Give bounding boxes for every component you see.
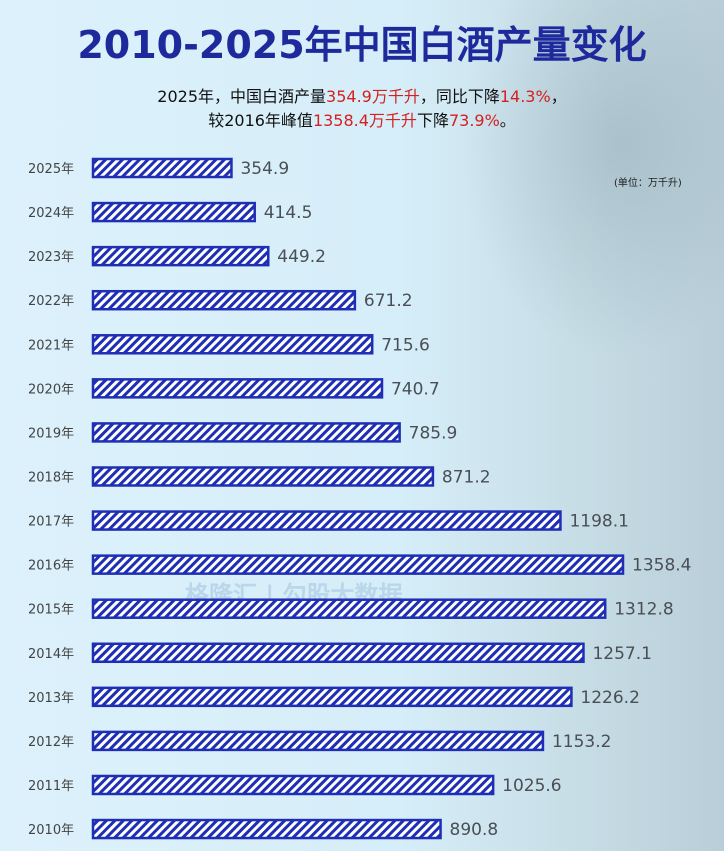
subtitle-text: ，同比下降 [419,87,500,106]
subtitle-text: ， [550,87,567,106]
unit-label: (单位：万千升) [614,178,682,189]
data-label: 354.9 [240,159,289,179]
bar [91,642,585,664]
data-label: 1358.4 [632,556,691,576]
category-label: 2024年 [28,206,74,221]
data-label: 1257.1 [592,644,651,664]
bar [91,686,573,708]
category-label: 2021年 [28,338,74,353]
data-label: 890.8 [450,820,499,840]
category-label: 2014年 [28,647,74,662]
category-label: 2017年 [28,515,74,530]
data-label: 785.9 [409,423,458,443]
data-label: 871.2 [442,467,491,487]
category-label: 2019年 [28,426,74,441]
subtitle-text: 较2016年峰值 [208,111,313,130]
category-label: 2016年 [28,559,74,574]
bar [91,201,256,223]
data-label: 449.2 [277,247,326,267]
bar [91,774,495,796]
bar [91,378,384,399]
category-label: 2013年 [28,691,74,706]
subtitle-line-1: 2025年，中国白酒产量354.9万千升，同比下降14.3%， [0,83,724,107]
data-label: 715.6 [381,335,430,355]
subtitle-line-2: 较2016年峰值1358.4万千升下降73.9%。 [0,107,724,131]
bar [91,289,357,311]
data-label: 414.5 [264,203,313,223]
subtitle-text: 。 [499,111,516,130]
bar [91,466,435,487]
data-label: 1025.6 [502,776,561,796]
bar [91,157,233,179]
bar [91,510,562,531]
bar [91,598,607,619]
category-label: 2018年 [28,470,74,485]
category-label: 2010年 [28,823,74,838]
subtitle-highlight: 354.9万千升 [326,87,420,106]
chart-title: 2010-2025年中国白酒产量变化 [77,23,647,67]
data-label: 671.2 [364,291,413,311]
data-label: 1198.1 [569,512,628,532]
subtitle-text: 2025年，中国白酒产量 [157,87,327,106]
category-label: 2011年 [28,779,74,794]
data-label: 1226.2 [580,688,639,708]
liquor-cup-background [460,0,724,360]
bar [91,818,442,840]
category-label: 2022年 [28,294,74,309]
bar [91,554,625,575]
category-label: 2012年 [28,735,74,750]
category-label: 2023年 [28,250,74,265]
category-label: 2015年 [28,603,74,618]
subtitle-text: 下降 [416,111,449,130]
bar [91,422,401,443]
bar [91,334,374,355]
bar [91,245,270,267]
data-label: 740.7 [391,379,440,399]
subtitle-highlight: 1358.4万千升 [312,111,417,130]
data-label: 1312.8 [614,600,673,620]
subtitle-highlight: 73.9% [448,111,500,130]
subtitle-highlight: 14.3% [499,87,551,106]
category-label: 2020年 [28,382,74,397]
bar [91,730,545,752]
data-label: 1153.2 [552,732,611,752]
category-label: 2025年 [28,162,74,177]
